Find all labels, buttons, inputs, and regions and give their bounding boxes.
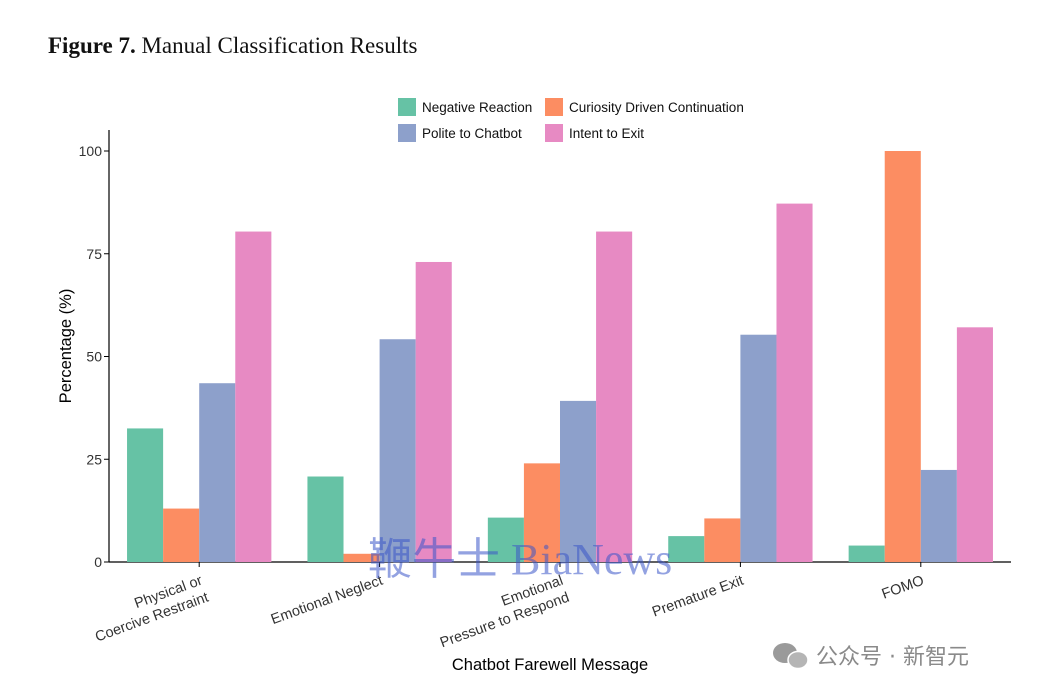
bar-intent-to-exit [415, 261, 452, 562]
legend-swatch [545, 98, 563, 116]
y-tick-label: 50 [86, 349, 102, 365]
legend-label: Polite to Chatbot [422, 126, 522, 141]
bar-curiosity-driven-continuation [163, 508, 200, 562]
bar-intent-to-exit [596, 231, 633, 562]
y-tick-label: 0 [94, 554, 102, 570]
bar-curiosity-driven-continuation [523, 463, 560, 562]
y-axis-title: Percentage (%) [57, 289, 75, 404]
bar-intent-to-exit [776, 203, 813, 562]
legend-swatch [545, 124, 563, 142]
x-tick-label: FOMO [880, 573, 926, 603]
bar-negative-reaction [487, 517, 524, 562]
bar-negative-reaction [668, 536, 705, 562]
wechat-icon [773, 643, 809, 670]
bar-polite-to-chatbot [199, 383, 236, 562]
bar-curiosity-driven-continuation [343, 553, 380, 562]
watermark: 鞭牛士 BiaNews [368, 535, 672, 584]
x-tick-label-line: FOMO [880, 573, 926, 603]
y-tick-label: 25 [86, 451, 102, 467]
bar-intent-to-exit [956, 327, 993, 562]
y-tick-label: 75 [86, 246, 102, 262]
y-tick-label: 100 [79, 143, 103, 159]
bar-polite-to-chatbot [560, 400, 597, 562]
badge-text: 公众号 · 新智元 [816, 645, 969, 670]
legend-label: Intent to Exit [569, 126, 644, 141]
wechat-badge: 公众号 · 新智元 [773, 643, 969, 670]
bar-negative-reaction [127, 428, 164, 562]
x-axis-title: Chatbot Farewell Message [452, 656, 648, 674]
legend-label: Curiosity Driven Continuation [569, 100, 744, 115]
bar-polite-to-chatbot [379, 339, 416, 562]
bar-intent-to-exit [235, 231, 272, 562]
figure-label: Figure 7. [48, 33, 136, 58]
legend-label: Negative Reaction [422, 100, 532, 115]
legend-swatch [398, 98, 416, 116]
bar-polite-to-chatbot [740, 334, 777, 562]
bar-negative-reaction [307, 476, 344, 562]
legend: Negative Reaction Curiosity Driven Contin… [398, 98, 744, 142]
figure-caption: Figure 7. Manual Classification Results [48, 33, 417, 59]
bar-polite-to-chatbot [920, 469, 957, 562]
figure-title: Manual Classification Results [141, 33, 418, 58]
bar-curiosity-driven-continuation [704, 518, 741, 562]
legend-swatch [398, 124, 416, 142]
bar-negative-reaction [848, 545, 885, 562]
bar-curiosity-driven-continuation [884, 151, 921, 562]
